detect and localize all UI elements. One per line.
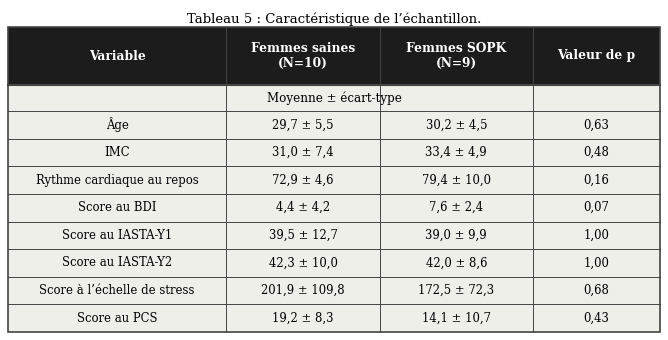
Text: Score au IASTA-Y1: Score au IASTA-Y1: [62, 229, 172, 242]
Text: Score au IASTA-Y2: Score au IASTA-Y2: [62, 256, 172, 269]
Text: 172,5 ± 72,3: 172,5 ± 72,3: [418, 284, 494, 297]
Text: 0,07: 0,07: [583, 201, 609, 214]
Text: Score au BDI: Score au BDI: [78, 201, 156, 214]
FancyBboxPatch shape: [8, 194, 660, 221]
FancyBboxPatch shape: [8, 27, 660, 85]
Text: IMC: IMC: [104, 146, 130, 159]
FancyBboxPatch shape: [8, 304, 660, 332]
Text: 0,16: 0,16: [583, 173, 609, 187]
FancyBboxPatch shape: [8, 111, 660, 139]
Text: 0,43: 0,43: [583, 312, 609, 325]
Text: 42,3 ± 10,0: 42,3 ± 10,0: [269, 256, 337, 269]
Text: 42,0 ± 8,6: 42,0 ± 8,6: [426, 256, 487, 269]
Text: 14,1 ± 10,7: 14,1 ± 10,7: [422, 312, 491, 325]
Text: Femmes SOPK
(N=9): Femmes SOPK (N=9): [406, 42, 506, 70]
FancyBboxPatch shape: [8, 166, 660, 194]
Text: Âge: Âge: [106, 117, 129, 132]
Text: 0,68: 0,68: [583, 284, 609, 297]
FancyBboxPatch shape: [8, 277, 660, 304]
Text: Variable: Variable: [89, 50, 146, 63]
Text: Femmes saines
(N=10): Femmes saines (N=10): [251, 42, 355, 70]
FancyBboxPatch shape: [8, 85, 660, 111]
Text: 79,4 ± 10,0: 79,4 ± 10,0: [422, 173, 491, 187]
Text: 72,9 ± 4,6: 72,9 ± 4,6: [273, 173, 334, 187]
Text: Moyenne ± écart-type: Moyenne ± écart-type: [267, 91, 401, 105]
Text: 0,63: 0,63: [583, 118, 609, 131]
Text: 30,2 ± 4,5: 30,2 ± 4,5: [426, 118, 487, 131]
Text: 1,00: 1,00: [583, 229, 609, 242]
Text: 7,6 ± 2,4: 7,6 ± 2,4: [429, 201, 484, 214]
Text: 0,48: 0,48: [583, 146, 609, 159]
Text: 39,0 ± 9,9: 39,0 ± 9,9: [426, 229, 487, 242]
Text: 29,7 ± 5,5: 29,7 ± 5,5: [273, 118, 334, 131]
FancyBboxPatch shape: [8, 249, 660, 277]
Text: Tableau 5 : Caractéristique de l’échantillon.: Tableau 5 : Caractéristique de l’échanti…: [187, 12, 481, 26]
Text: 1,00: 1,00: [583, 256, 609, 269]
Text: 19,2 ± 8,3: 19,2 ± 8,3: [273, 312, 334, 325]
Text: 201,9 ± 109,8: 201,9 ± 109,8: [261, 284, 345, 297]
Text: 31,0 ± 7,4: 31,0 ± 7,4: [273, 146, 334, 159]
Text: 39,5 ± 12,7: 39,5 ± 12,7: [269, 229, 337, 242]
Text: Score au PCS: Score au PCS: [77, 312, 158, 325]
Text: Score à l’échelle de stress: Score à l’échelle de stress: [39, 284, 195, 297]
Text: Valeur de p: Valeur de p: [557, 50, 635, 63]
FancyBboxPatch shape: [8, 139, 660, 166]
Text: 33,4 ± 4,9: 33,4 ± 4,9: [426, 146, 487, 159]
Text: 4,4 ± 4,2: 4,4 ± 4,2: [276, 201, 330, 214]
Text: Rythme cardiaque au repos: Rythme cardiaque au repos: [36, 173, 198, 187]
FancyBboxPatch shape: [8, 221, 660, 249]
